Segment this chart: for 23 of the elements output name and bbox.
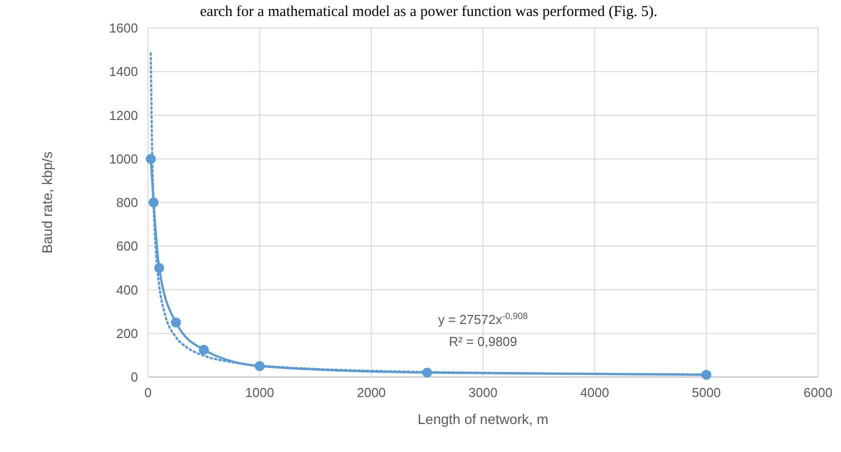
annotation: y = 27572x$^{-0,908}$ [438, 311, 528, 327]
y-tick-label: 1000 [109, 151, 138, 166]
x-tick-label: 0 [144, 385, 152, 400]
x-tick-label: 3000 [468, 385, 498, 400]
y-tick-label: 1200 [109, 108, 138, 123]
x-axis-title: Length of network, m [418, 411, 548, 427]
x-tick-label: 4000 [580, 385, 610, 400]
y-tick-label: 800 [116, 195, 138, 210]
y-tick-label: 400 [116, 282, 138, 298]
point [170, 317, 181, 328]
y-tick-label: 200 [116, 326, 138, 341]
y-tick-label: 0 [130, 370, 138, 384]
y-tick-label: 1600 [109, 20, 138, 36]
text: earch for a mathematical model as a power function was performed (Fig. 5). [200, 4, 658, 20]
x-tick-label: 5000 [692, 385, 721, 400]
y-tick-label: 1400 [109, 64, 138, 80]
y-axis-title: Baud rate, kbp/s [39, 152, 55, 254]
point [198, 344, 209, 355]
annotation: R² = 0,9809 [448, 334, 518, 349]
x-tick-label: 6000 [804, 385, 832, 400]
x-tick-label: 1000 [245, 385, 274, 400]
y-tick-label: 600 [116, 238, 138, 254]
x-tick-label: 2000 [356, 385, 386, 400]
